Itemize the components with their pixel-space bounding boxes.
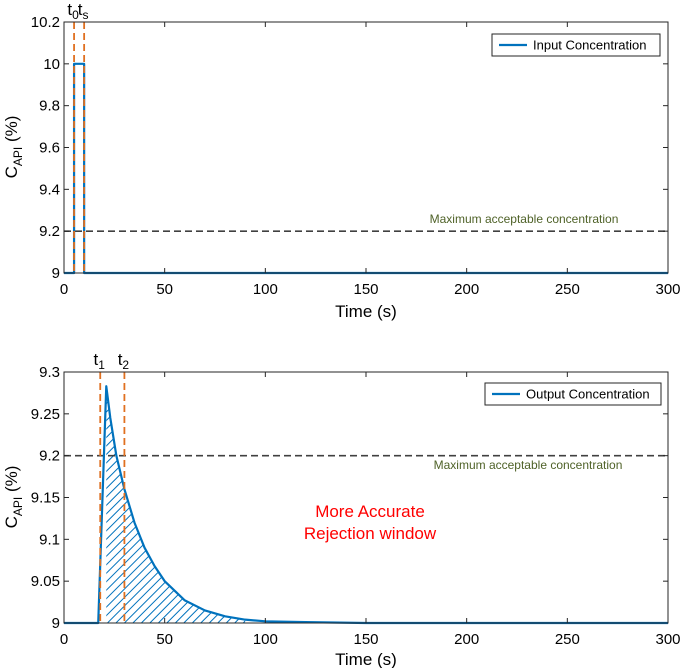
top-legend-box xyxy=(491,33,661,57)
bottom-y-axis-label: CAPI (%) xyxy=(2,466,25,529)
top-x-tick-label: 50 xyxy=(156,281,173,298)
bottom-x-tick-label: 300 xyxy=(655,631,680,648)
bottom-y-tick-label: 9 xyxy=(52,615,60,632)
top-x-axis-label: Time (s) xyxy=(335,302,397,321)
bottom-y-tick-label: 9.3 xyxy=(39,364,60,381)
bottom-ticks-layer: 0 50 100 150 200 250 300 9 9.05 9.1 9.15 9.2 9.25 9.3 xyxy=(31,364,681,648)
bottom-hatched-region xyxy=(106,386,246,623)
annotation-line-1: More Accurate xyxy=(315,502,425,521)
bottom-marker-label-1: t2 xyxy=(118,350,130,372)
annotation-line-2: Rejection window xyxy=(304,524,437,543)
svg-text:CAPI (%): CAPI (%) xyxy=(2,116,25,179)
bottom-x-tick-label: 100 xyxy=(253,631,278,648)
bottom-legend-label: Output Concentration xyxy=(526,387,650,402)
bottom-threshold-label: Maximum acceptable concentration xyxy=(434,458,623,472)
bottom-x-tick-label: 0 xyxy=(60,631,68,648)
bottom-x-tick-label: 150 xyxy=(353,631,378,648)
top-y-tick-label: 9.2 xyxy=(39,223,60,240)
top-y-tick-label: 9.6 xyxy=(39,140,60,157)
bottom-x-axis-label: Time (s) xyxy=(335,650,397,668)
bottom-legend: Output Concentration xyxy=(484,382,662,406)
bottom-y-tick-label: 9.05 xyxy=(31,573,60,590)
bottom-marker-label-0: t1 xyxy=(94,350,106,372)
bottom-legend-box xyxy=(484,382,662,406)
bottom-x-tick-label: 50 xyxy=(156,631,173,648)
top-y-tick-label: 10.2 xyxy=(31,14,60,31)
input-concentration-chart: 0 50 100 150 200 250 300 9 9.2 9.4 9.6 9.8 10 10.2 Ma… xyxy=(2,14,681,321)
output-concentration-chart: 0 50 100 150 200 250 300 9 9.05 9.1 9.15 9.2 9.25 9.3… xyxy=(2,364,681,668)
bottom-y-tick-label: 9.15 xyxy=(31,490,60,507)
top-y-tick-label: 9.4 xyxy=(39,181,60,198)
top-y-tick-label: 10 xyxy=(43,56,60,73)
top-series-line-0 xyxy=(64,62,668,275)
top-series-layer xyxy=(64,62,668,275)
bottom-x-tick-label: 250 xyxy=(555,631,580,648)
top-x-tick-label: 0 xyxy=(60,281,68,298)
top-x-tick-label: 100 xyxy=(253,281,278,298)
top-ticks-layer: 0 50 100 150 200 250 300 9 9.2 9.4 9.6 9.8 10 10.2 xyxy=(31,14,681,298)
svg-text:CAPI (%): CAPI (%) xyxy=(2,466,25,529)
bottom-series-layer xyxy=(64,385,668,625)
top-marker-label-1: ts xyxy=(78,0,89,22)
bottom-shading-layer xyxy=(106,386,246,623)
bottom-marker-layer xyxy=(99,372,126,623)
top-y-tick-label: 9 xyxy=(52,265,60,282)
top-marker-label-0: t0 xyxy=(67,0,79,22)
bottom-y-tick-label: 9.1 xyxy=(39,531,60,548)
top-x-tick-label: 150 xyxy=(353,281,378,298)
bottom-y-tick-label: 9.25 xyxy=(31,406,60,423)
top-legend: Input Concentration xyxy=(491,33,661,57)
top-threshold-label: Maximum acceptable concentration xyxy=(430,212,619,226)
rejection-window-annotation: More Accurate Rejection window xyxy=(304,502,437,543)
bottom-y-tick-label: 9.2 xyxy=(39,448,60,465)
top-legend-label: Input Concentration xyxy=(533,38,646,53)
bottom-x-tick-label: 200 xyxy=(454,631,479,648)
top-x-tick-label: 300 xyxy=(655,281,680,298)
top-plot-frame xyxy=(63,21,669,274)
top-x-tick-label: 250 xyxy=(555,281,580,298)
top-y-axis-label: CAPI (%) xyxy=(2,116,25,179)
top-marker-layer xyxy=(73,22,86,273)
top-y-tick-label: 9.8 xyxy=(39,98,60,115)
bottom-series-line-0 xyxy=(64,385,668,625)
top-x-tick-label: 200 xyxy=(454,281,479,298)
